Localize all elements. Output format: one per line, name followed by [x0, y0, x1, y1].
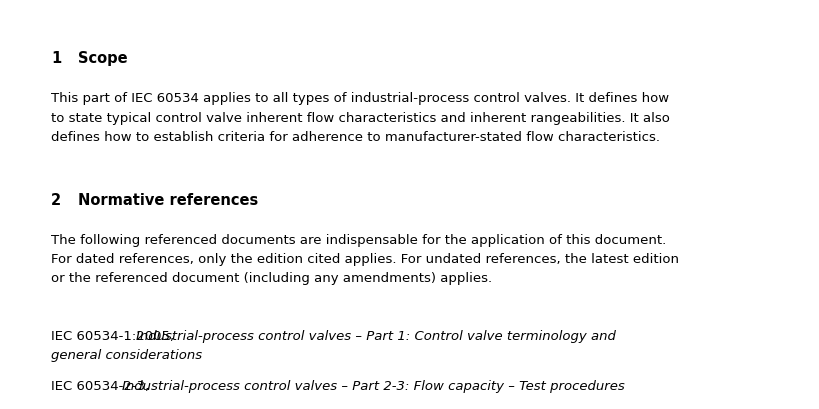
Text: general considerations: general considerations: [51, 348, 201, 362]
Text: Industrial-process control valves – Part 2-3: Flow capacity – Test procedures: Industrial-process control valves – Part…: [121, 380, 623, 393]
Text: Industrial-process control valves – Part 1: Control valve terminology and: Industrial-process control valves – Part…: [135, 329, 615, 342]
Text: 1: 1: [51, 51, 61, 66]
Text: Normative references: Normative references: [78, 192, 258, 207]
Text: Scope: Scope: [78, 51, 128, 66]
Text: For dated references, only the edition cited applies. For undated references, th: For dated references, only the edition c…: [51, 252, 678, 265]
Text: IEC 60534-1:2005,: IEC 60534-1:2005,: [51, 329, 178, 342]
Text: IEC 60534-2-3,: IEC 60534-2-3,: [51, 380, 153, 393]
Text: This part of IEC 60534 applies to all types of industrial-process control valves: This part of IEC 60534 applies to all ty…: [51, 92, 668, 105]
Text: defines how to establish criteria for adherence to manufacturer-stated flow char: defines how to establish criteria for ad…: [51, 130, 659, 144]
Text: 2: 2: [51, 192, 61, 207]
Text: to state typical control valve inherent flow characteristics and inherent rangea: to state typical control valve inherent …: [51, 111, 669, 124]
Text: The following referenced documents are indispensable for the application of this: The following referenced documents are i…: [51, 233, 665, 246]
Text: or the referenced document (including any amendments) applies.: or the referenced document (including an…: [51, 272, 491, 285]
